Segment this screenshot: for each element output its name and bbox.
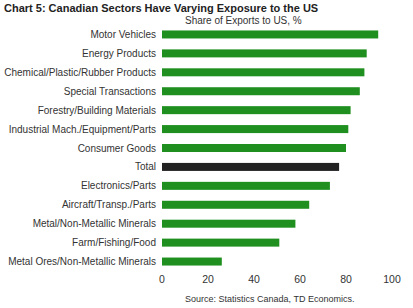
tick-mark bbox=[392, 268, 393, 270]
category-label: Special Transactions bbox=[64, 86, 156, 97]
bar bbox=[162, 30, 378, 38]
tick-mark bbox=[208, 268, 209, 270]
category-label: Consumer Goods bbox=[78, 143, 156, 154]
title: Chart 5: Canadian Sectors Have Varying E… bbox=[4, 2, 318, 14]
category-label: Motor Vehicles bbox=[90, 29, 156, 40]
bars bbox=[162, 30, 378, 265]
tick-mark bbox=[346, 268, 347, 270]
bar bbox=[162, 125, 348, 133]
category-label: Chemical/Plastic/Rubber Products bbox=[4, 67, 156, 78]
bar bbox=[162, 106, 351, 114]
chart: Chart 5: Canadian Sectors Have Varying E… bbox=[0, 0, 413, 308]
category-label: Metal/Non-Metallic Minerals bbox=[33, 218, 156, 229]
tick-mark bbox=[254, 268, 255, 270]
tick-label: 40 bbox=[248, 273, 260, 285]
chart-container: Chart 5: Canadian Sectors Have Varying E… bbox=[0, 0, 413, 308]
bar bbox=[162, 220, 295, 228]
category-label: Industrial Mach./Equipment/Parts bbox=[9, 124, 156, 135]
subtitle: Share of Exports to US, % bbox=[185, 15, 302, 26]
tick-label: 20 bbox=[202, 273, 214, 285]
bar bbox=[162, 239, 279, 247]
category-label: Total bbox=[135, 161, 156, 172]
tick-mark bbox=[162, 268, 163, 270]
category-label: Electronics/Parts bbox=[81, 180, 156, 191]
tick-label: 80 bbox=[340, 273, 352, 285]
bar bbox=[162, 144, 346, 152]
bar bbox=[162, 258, 222, 266]
bar bbox=[162, 49, 367, 57]
category-label: Aircraft/Transp./Parts bbox=[62, 199, 156, 210]
tick-mark bbox=[300, 268, 301, 270]
tick-label: 0 bbox=[159, 273, 165, 285]
source: Source: Statistics Canada, TD Economics. bbox=[185, 294, 354, 304]
tick-label: 100 bbox=[383, 273, 401, 285]
category-label: Energy Products bbox=[82, 48, 156, 59]
bar bbox=[162, 201, 309, 209]
category-label: Metal Ores/Non-Metallic Minerals bbox=[8, 256, 156, 267]
bar bbox=[162, 68, 364, 76]
bar bbox=[162, 87, 360, 95]
bar bbox=[162, 182, 330, 190]
bar bbox=[162, 163, 339, 171]
tick-label: 60 bbox=[294, 273, 306, 285]
category-label: Farm/Fishing/Food bbox=[72, 237, 156, 248]
category-label: Forestry/Building Materials bbox=[38, 105, 156, 116]
